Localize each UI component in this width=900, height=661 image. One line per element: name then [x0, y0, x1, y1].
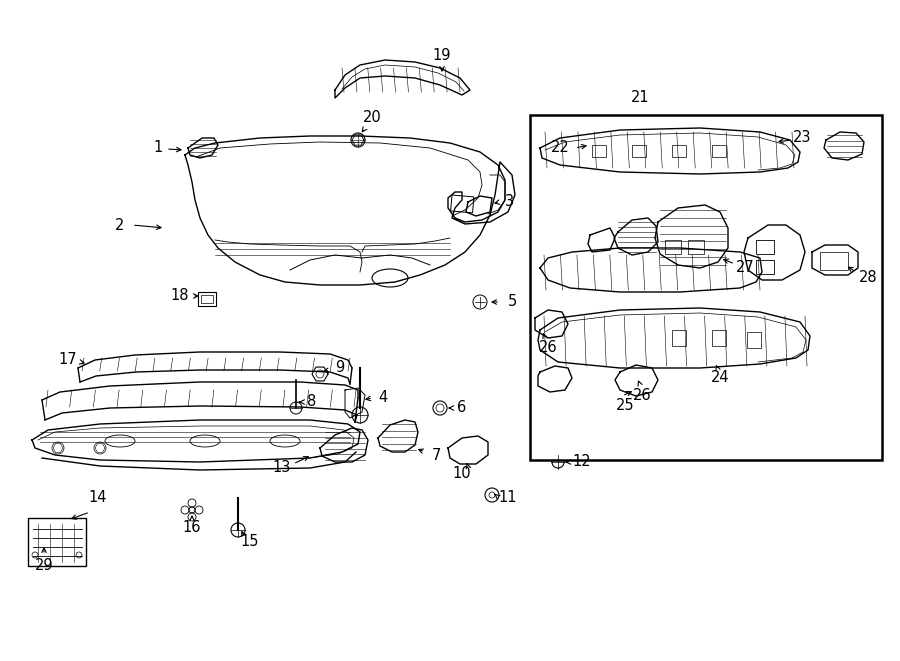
Text: 12: 12: [572, 455, 591, 469]
Text: 25: 25: [616, 397, 634, 412]
Bar: [632, 145, 646, 157]
Bar: [688, 240, 704, 254]
Bar: [28, 518, 86, 566]
Bar: [712, 330, 726, 346]
Text: 23: 23: [793, 130, 811, 145]
Text: 18: 18: [171, 288, 189, 303]
Text: 29: 29: [35, 557, 53, 572]
Text: 10: 10: [453, 467, 472, 481]
Text: 15: 15: [241, 535, 259, 549]
Bar: [756, 240, 774, 254]
Bar: [672, 145, 686, 157]
Text: 6: 6: [457, 401, 466, 416]
Bar: [672, 330, 686, 346]
Text: 28: 28: [859, 270, 877, 286]
Text: 3: 3: [506, 194, 515, 210]
Bar: [747, 332, 761, 348]
Text: 16: 16: [183, 520, 202, 535]
Bar: [820, 252, 848, 270]
Bar: [530, 115, 882, 460]
Text: 20: 20: [363, 110, 382, 126]
Bar: [198, 292, 216, 306]
Text: 24: 24: [711, 371, 729, 385]
Text: 17: 17: [58, 352, 77, 368]
Bar: [592, 145, 606, 157]
Bar: [451, 195, 474, 213]
Text: 5: 5: [508, 295, 517, 309]
Text: 13: 13: [273, 461, 292, 475]
Text: 21: 21: [631, 91, 649, 106]
Text: 14: 14: [89, 490, 107, 506]
Bar: [201, 295, 213, 303]
Bar: [712, 145, 726, 157]
Text: 27: 27: [735, 260, 754, 276]
Bar: [756, 260, 774, 274]
Text: 8: 8: [308, 395, 317, 410]
Text: 26: 26: [539, 340, 557, 356]
Text: 19: 19: [433, 48, 451, 63]
Text: 7: 7: [431, 447, 441, 463]
Text: 22: 22: [551, 141, 570, 155]
Text: 9: 9: [336, 360, 345, 375]
Text: 1: 1: [153, 141, 163, 155]
Bar: [665, 240, 681, 254]
Text: 26: 26: [633, 387, 652, 403]
Text: 4: 4: [378, 391, 388, 405]
Text: 11: 11: [499, 490, 517, 506]
Text: 2: 2: [115, 217, 125, 233]
